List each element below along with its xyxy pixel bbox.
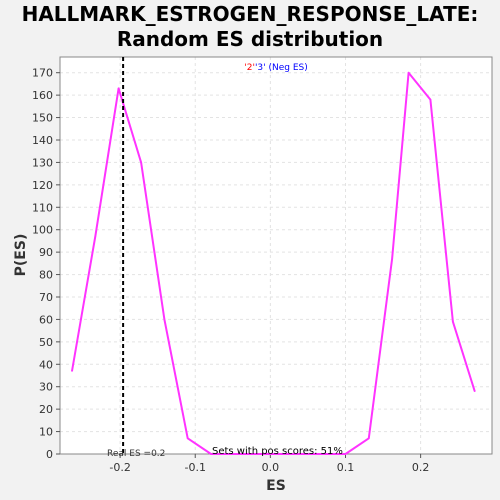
legend-entry-3-neg-es: '3' (Neg ES) — [255, 63, 308, 73]
y-tick-label: 70 — [39, 291, 53, 304]
x-axis-label: ES — [266, 478, 286, 494]
data-point — [367, 437, 370, 440]
chart-title-line-2: Random ES distribution — [116, 27, 384, 51]
data-point — [163, 318, 166, 321]
data-point — [140, 161, 142, 164]
y-tick-label: 160 — [32, 89, 53, 102]
y-tick-label: 50 — [39, 336, 53, 349]
y-tick-label: 120 — [32, 179, 53, 192]
y-tick-label: 150 — [32, 112, 53, 125]
y-tick-label: 100 — [32, 224, 53, 237]
chart-title: HALLMARK_ESTROGEN_RESPONSE_LATE: Random … — [0, 2, 500, 52]
legend: '2''3' (Neg ES) — [244, 63, 308, 73]
y-tick-label: 10 — [39, 426, 53, 439]
data-point — [344, 453, 347, 455]
data-point — [94, 235, 97, 238]
y-tick-label: 40 — [39, 358, 53, 371]
y-tick-label: 90 — [39, 246, 53, 259]
y-tick-label: 110 — [32, 201, 53, 214]
real-es-label: Real ES =0.2 — [107, 449, 165, 459]
data-point — [429, 98, 432, 101]
x-tick-label: 0.1 — [337, 461, 355, 474]
x-tick-label: 0.2 — [412, 461, 430, 474]
x-tick-label: -0.2 — [109, 461, 130, 474]
y-tick-label: 170 — [32, 67, 53, 80]
x-tick-label: -0.1 — [185, 461, 206, 474]
legend-entry-2: '2' — [244, 63, 255, 73]
pos-scores-label: Sets with pos scores: 51% — [212, 446, 343, 457]
y-tick-label: 80 — [39, 269, 53, 282]
data-point — [391, 258, 393, 260]
data-point — [186, 437, 189, 440]
y-tick-label: 30 — [39, 381, 53, 394]
y-tick-label: 140 — [32, 134, 53, 147]
data-point — [210, 453, 212, 455]
y-tick-label: 60 — [39, 313, 53, 326]
axis-ticks: 0 10 20 30 40 50 60 70 80 90 100 110 120 130 140 150 160… — [32, 67, 429, 474]
data-point — [473, 390, 476, 392]
grid — [60, 57, 492, 455]
x-tick-label: 0.0 — [262, 461, 280, 474]
data-point — [117, 87, 120, 90]
chart-title-line-1: HALLMARK_ESTROGEN_RESPONSE_LATE: — [21, 2, 479, 26]
data-point — [71, 370, 73, 372]
y-tick-label: 130 — [32, 156, 53, 169]
y-tick-label: 20 — [39, 403, 53, 416]
data-point — [407, 71, 410, 74]
data-point — [452, 320, 454, 323]
plot-background — [60, 57, 492, 454]
y-tick-label: 0 — [46, 448, 53, 461]
y-axis-label: P(ES) — [13, 234, 29, 277]
